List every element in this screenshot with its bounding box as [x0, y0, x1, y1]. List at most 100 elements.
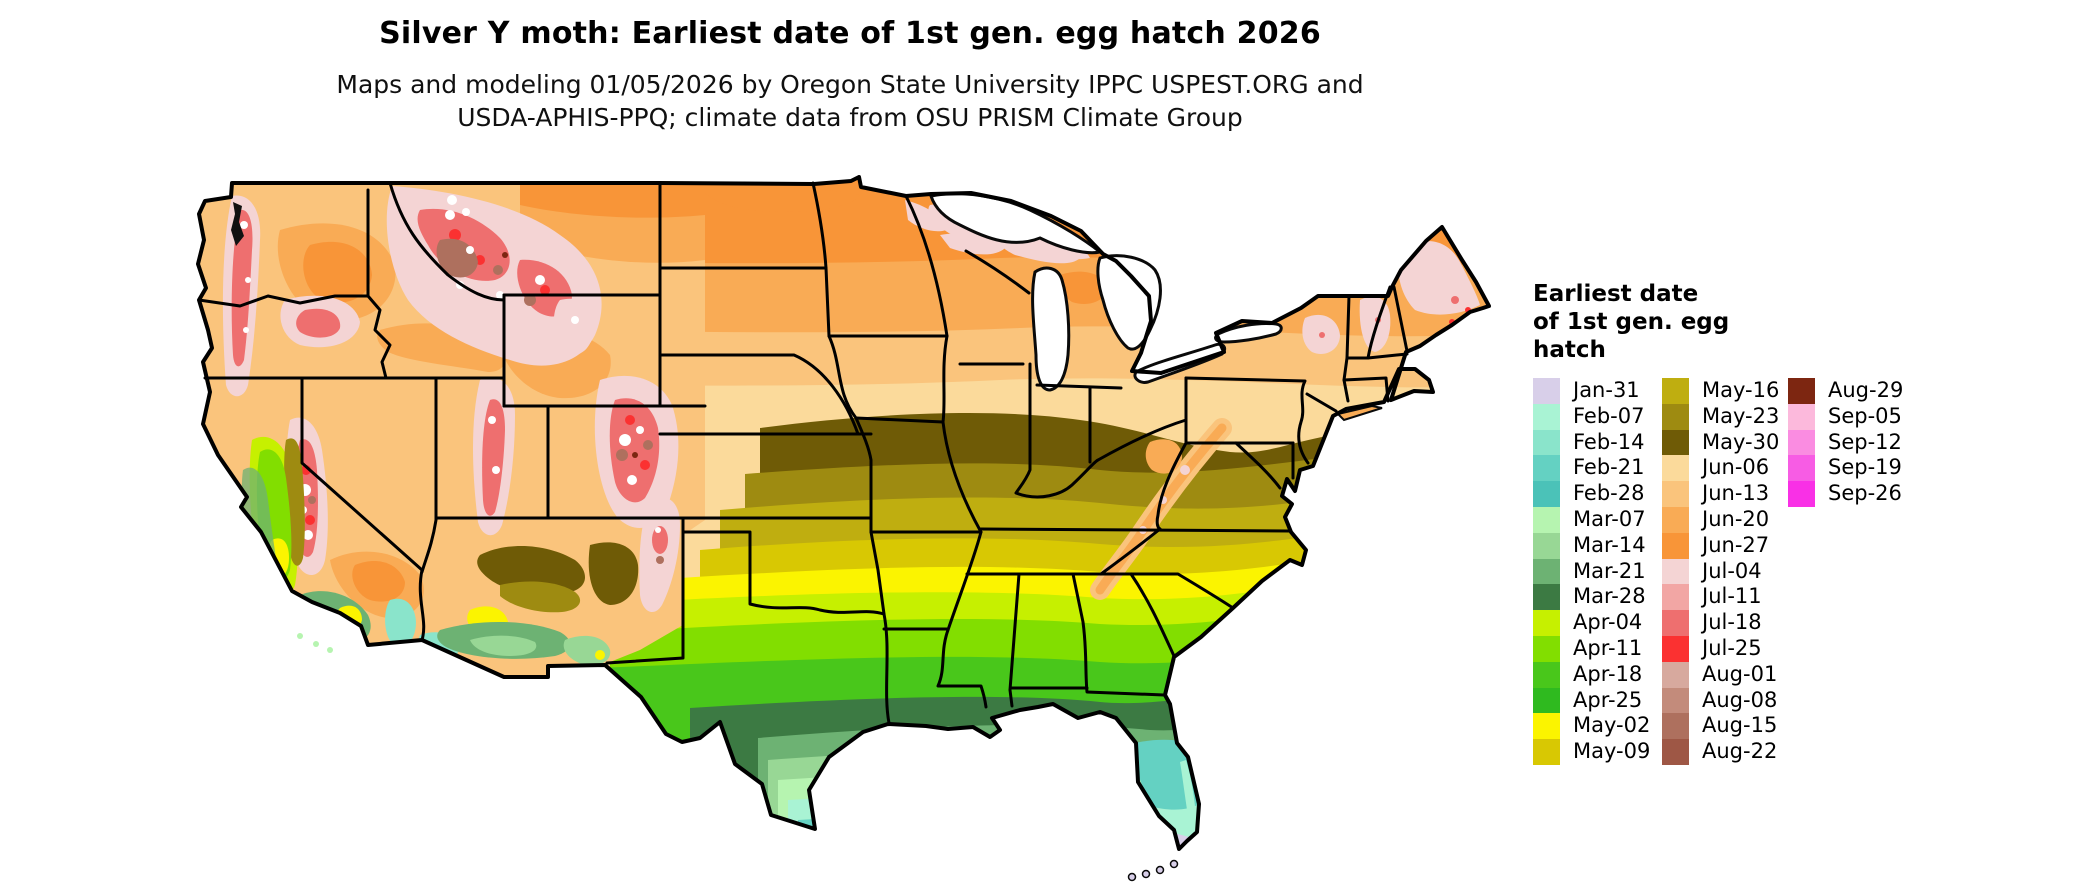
legend-entry: Aug-29 — [1788, 378, 1903, 404]
legend-date-label: Feb-21 — [1573, 455, 1645, 480]
legend-color-swatch — [1533, 661, 1560, 688]
legend-entry: Mar-28 — [1533, 584, 1662, 611]
legend-date-label: Aug-01 — [1702, 661, 1778, 686]
legend-color-swatch — [1533, 610, 1560, 636]
legend-date-label: Apr-11 — [1573, 635, 1643, 660]
legend-entry: Jul-11 — [1662, 584, 1788, 611]
legend-entry: May-30 — [1662, 429, 1788, 456]
legend: Earliest date of 1st gen. egg hatch Jan-… — [1533, 280, 1903, 765]
legend-column-3: Aug-29 Sep-05 Sep-12 Sep-19 Sep-26 — [1788, 378, 1903, 765]
subtitle-line-1: Maps and modeling 01/05/2026 by Oregon S… — [336, 70, 1364, 99]
legend-color-swatch — [1662, 378, 1689, 404]
legend-date-label: Mar-14 — [1573, 532, 1646, 557]
legend-color-swatch — [1788, 455, 1815, 482]
legend-entry: Jun-13 — [1662, 481, 1788, 507]
legend-date-label: Jun-06 — [1702, 455, 1770, 480]
legend-entry: Sep-05 — [1788, 403, 1903, 430]
legend-color-swatch — [1662, 481, 1689, 507]
legend-entry: Aug-22 — [1662, 739, 1788, 765]
legend-date-label: May-02 — [1573, 713, 1651, 738]
legend-color-swatch — [1533, 713, 1560, 740]
legend-color-swatch — [1533, 584, 1560, 611]
legend-date-label: Feb-28 — [1573, 481, 1645, 506]
legend-entry: Jul-04 — [1662, 558, 1788, 585]
page-title: Silver Y moth: Earliest date of 1st gen.… — [379, 16, 1321, 51]
legend-date-label: Apr-18 — [1573, 661, 1643, 686]
subtitle: Maps and modeling 01/05/2026 by Oregon S… — [0, 68, 1700, 134]
legend-color-swatch — [1662, 739, 1689, 765]
legend-title-line-3: hatch — [1533, 337, 1606, 363]
legend-date-label: Aug-22 — [1702, 739, 1778, 764]
legend-color-swatch — [1533, 429, 1560, 456]
legend-entry: May-16 — [1662, 378, 1788, 404]
legend-date-label: May-09 — [1573, 739, 1651, 764]
legend-color-swatch — [1662, 429, 1689, 456]
legend-entry: May-23 — [1662, 403, 1788, 430]
legend-date-label: Feb-14 — [1573, 429, 1645, 454]
legend-color-swatch — [1788, 429, 1815, 456]
legend-color-swatch — [1788, 481, 1815, 507]
legend-color-swatch — [1662, 584, 1689, 611]
legend-entry: Apr-04 — [1533, 610, 1662, 636]
legend-date-label: Mar-21 — [1573, 558, 1646, 583]
legend-title-line-2: of 1st gen. egg — [1533, 309, 1730, 335]
legend-date-label: Aug-08 — [1702, 687, 1778, 712]
legend-color-swatch — [1662, 713, 1689, 740]
legend-color-swatch — [1533, 506, 1560, 533]
subtitle-line-2: USDA-APHIS-PPQ; climate data from OSU PR… — [457, 103, 1243, 132]
legend-color-swatch — [1662, 455, 1689, 482]
legend-color-swatch — [1533, 558, 1560, 585]
legend-color-swatch — [1533, 378, 1560, 404]
legend-date-label: Aug-15 — [1702, 713, 1778, 738]
legend-entry: Jun-27 — [1662, 532, 1788, 559]
legend-color-swatch — [1662, 687, 1689, 714]
legend-color-swatch — [1662, 558, 1689, 585]
legend-color-swatch — [1533, 739, 1560, 765]
legend-entry: Apr-18 — [1533, 661, 1662, 688]
legend-entry: Jan-31 — [1533, 378, 1662, 404]
legend-date-label: May-16 — [1702, 378, 1780, 402]
legend-date-label: Jun-13 — [1702, 481, 1770, 506]
legend-color-swatch — [1662, 661, 1689, 688]
legend-entry: Apr-25 — [1533, 687, 1662, 714]
legend-title: Earliest date of 1st gen. egg hatch — [1533, 280, 1903, 364]
legend-date-label: Apr-25 — [1573, 687, 1643, 712]
legend-entry: Jul-18 — [1662, 610, 1788, 636]
legend-entry: Mar-07 — [1533, 506, 1662, 533]
legend-color-swatch — [1533, 455, 1560, 482]
legend-entry: Jun-20 — [1662, 506, 1788, 533]
legend-entry: Sep-12 — [1788, 429, 1903, 456]
legend-entry: Mar-21 — [1533, 558, 1662, 585]
legend-date-label: Jul-04 — [1702, 558, 1762, 583]
legend-entry: Mar-14 — [1533, 532, 1662, 559]
legend-color-swatch — [1533, 481, 1560, 507]
legend-date-label: Jan-31 — [1573, 378, 1640, 402]
legend-date-label: Sep-19 — [1828, 455, 1902, 480]
legend-column-1: Jan-31 Feb-07 Feb-14 Feb-21 Feb-28 Mar-07 Mar-… — [1533, 378, 1662, 765]
legend-entry: May-09 — [1533, 739, 1662, 765]
legend-entry: Apr-11 — [1533, 635, 1662, 662]
legend-color-swatch — [1662, 532, 1689, 559]
legend-date-label: Jul-11 — [1702, 584, 1762, 609]
legend-entry: Jul-25 — [1662, 635, 1788, 662]
legend-title-line-1: Earliest date — [1533, 281, 1699, 307]
legend-entry: Aug-01 — [1662, 661, 1788, 688]
legend-entry: Feb-14 — [1533, 429, 1662, 456]
legend-entry: Jun-06 — [1662, 455, 1788, 482]
legend-color-swatch — [1662, 610, 1689, 636]
legend-entry: Aug-15 — [1662, 713, 1788, 740]
legend-date-label: Mar-07 — [1573, 506, 1646, 531]
legend-date-label: Feb-07 — [1573, 403, 1645, 428]
legend-color-swatch — [1533, 532, 1560, 559]
legend-entry: Sep-19 — [1788, 455, 1903, 482]
legend-entry: Feb-07 — [1533, 403, 1662, 430]
legend-date-label: Sep-12 — [1828, 429, 1902, 454]
legend-entry: Feb-21 — [1533, 455, 1662, 482]
legend-color-swatch — [1533, 635, 1560, 662]
legend-entry: Feb-28 — [1533, 481, 1662, 507]
legend-color-swatch — [1662, 403, 1689, 430]
legend-date-label: Sep-26 — [1828, 481, 1902, 506]
legend-date-label: Jun-27 — [1702, 532, 1770, 557]
